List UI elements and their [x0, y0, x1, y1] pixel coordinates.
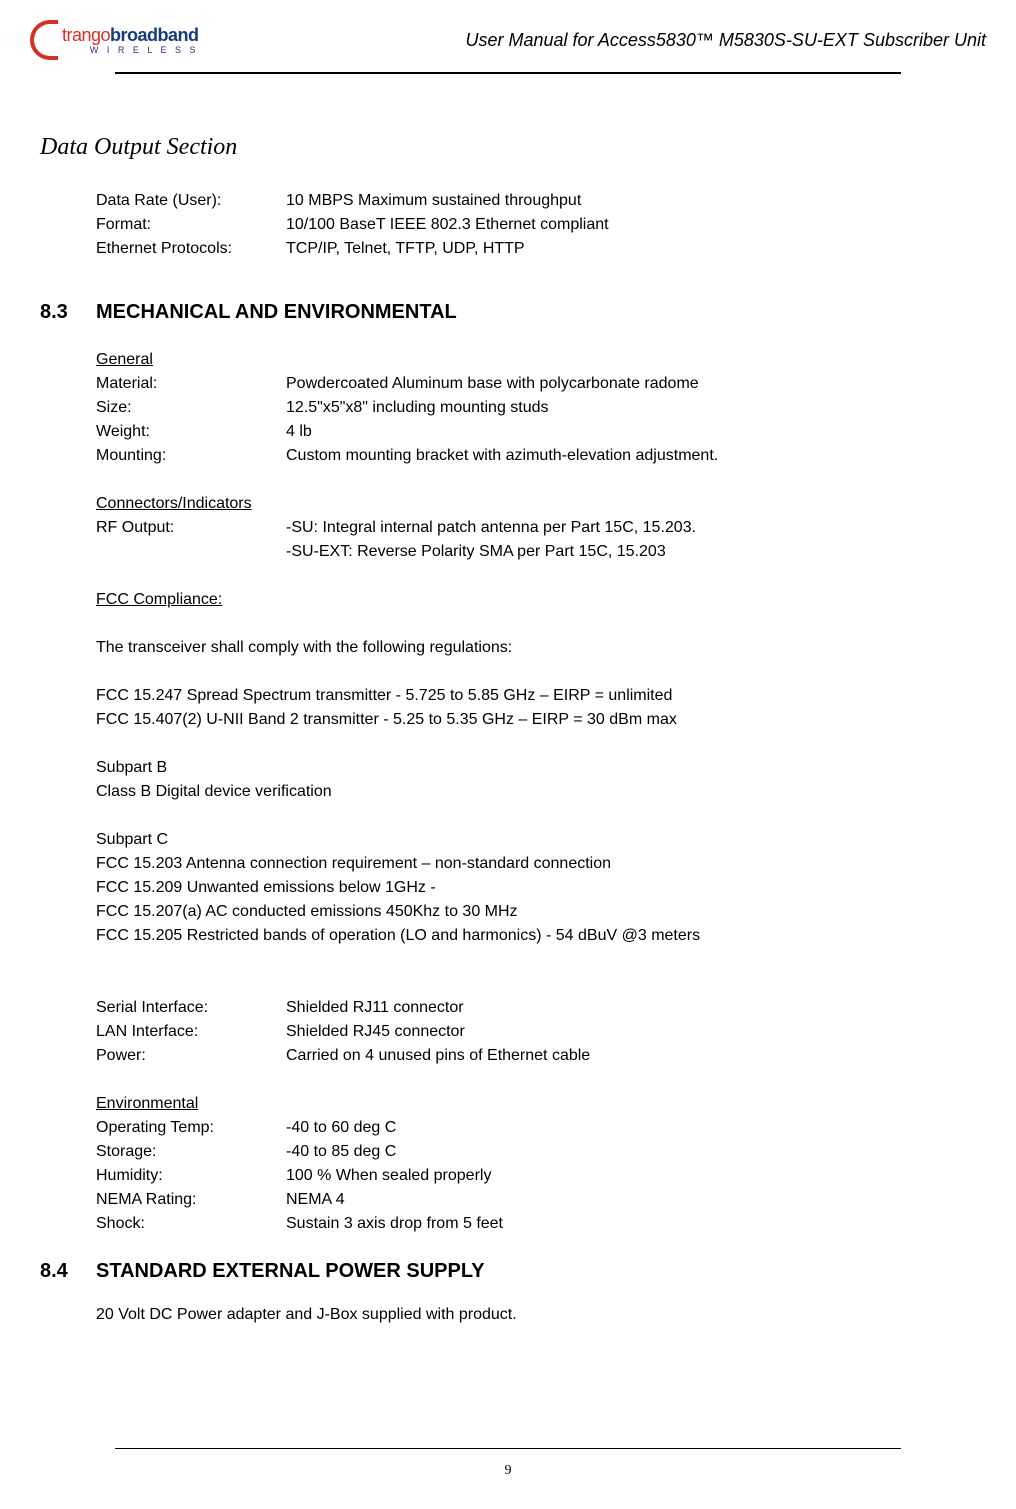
data-output-specs: Data Rate (User): 10 MBPS Maximum sustai…: [96, 189, 946, 261]
subpart-b-title: Subpart B: [96, 756, 946, 780]
connectors-title: Connectors/Indicators: [96, 492, 946, 516]
spec-value: Carried on 4 unused pins of Ethernet cab…: [286, 1044, 946, 1068]
spec-value: Custom mounting bracket with azimuth-ele…: [286, 444, 946, 468]
spec-label: Serial Interface:: [96, 996, 286, 1020]
section-8-3-body: General Material: Powdercoated Aluminum …: [96, 348, 946, 1236]
spec-value: 10/100 BaseT IEEE 802.3 Ethernet complia…: [286, 213, 946, 237]
spec-value: 12.5"x5"x8" including mounting studs: [286, 396, 946, 420]
section-8-3-heading: 8.3 MECHANICAL AND ENVIRONMENTAL: [40, 301, 946, 324]
spec-row: -SU-EXT: Reverse Polarity SMA per Part 1…: [96, 540, 946, 564]
spec-row: RF Output: -SU: Integral internal patch …: [96, 516, 946, 540]
spec-row: Weight: 4 lb: [96, 420, 946, 444]
spec-row: Data Rate (User): 10 MBPS Maximum sustai…: [96, 189, 946, 213]
spec-value: -40 to 60 deg C: [286, 1116, 946, 1140]
spec-label: Material:: [96, 372, 286, 396]
spec-row: Operating Temp: -40 to 60 deg C: [96, 1116, 946, 1140]
section-number: 8.3: [40, 301, 96, 324]
spec-row: Humidity: 100 % When sealed properly: [96, 1164, 946, 1188]
spec-value: 4 lb: [286, 420, 946, 444]
spec-label: Storage:: [96, 1140, 286, 1164]
spec-value: TCP/IP, Telnet, TFTP, UDP, HTTP: [286, 237, 946, 261]
page-content: Data Output Section Data Rate (User): 10…: [0, 74, 1016, 1327]
fcc-intro: The transceiver shall comply with the fo…: [96, 636, 946, 660]
header-title: User Manual for Access5830™ M5830S-SU-EX…: [465, 30, 986, 51]
spec-row: Size: 12.5"x5"x8" including mounting stu…: [96, 396, 946, 420]
subpart-c-line: FCC 15.209 Unwanted emissions below 1GHz…: [96, 876, 946, 900]
spec-label: Shock:: [96, 1212, 286, 1236]
spec-value: Shielded RJ11 connector: [286, 996, 946, 1020]
fcc-reg-line: FCC 15.247 Spread Spectrum transmitter -…: [96, 684, 946, 708]
spec-label: [96, 540, 286, 564]
spec-value: Powdercoated Aluminum base with polycarb…: [286, 372, 946, 396]
spec-row: NEMA Rating: NEMA 4: [96, 1188, 946, 1212]
spec-value: Sustain 3 axis drop from 5 feet: [286, 1212, 946, 1236]
spec-label: Size:: [96, 396, 286, 420]
spec-row: Power: Carried on 4 unused pins of Ether…: [96, 1044, 946, 1068]
logo-text: trangobroadband W I R E L E S S: [62, 26, 199, 55]
section-8-4-body: 20 Volt DC Power adapter and J-Box suppl…: [96, 1303, 946, 1327]
spec-value: 100 % When sealed properly: [286, 1164, 946, 1188]
page-number: 9: [0, 1463, 1016, 1479]
general-title: General: [96, 348, 946, 372]
page-header: trangobroadband W I R E L E S S User Man…: [0, 0, 1016, 60]
logo-part1: trango: [62, 26, 110, 44]
section-number: 8.4: [40, 1260, 96, 1283]
section-title: MECHANICAL AND ENVIRONMENTAL: [96, 301, 457, 324]
spec-row: Serial Interface: Shielded RJ11 connecto…: [96, 996, 946, 1020]
section-8-4-text: 20 Volt DC Power adapter and J-Box suppl…: [96, 1303, 946, 1327]
spec-label: Mounting:: [96, 444, 286, 468]
subpart-b-line: Class B Digital device verification: [96, 780, 946, 804]
spec-value: Shielded RJ45 connector: [286, 1020, 946, 1044]
spec-label: Humidity:: [96, 1164, 286, 1188]
spec-row: Ethernet Protocols: TCP/IP, Telnet, TFTP…: [96, 237, 946, 261]
spec-label: LAN Interface:: [96, 1020, 286, 1044]
section-title: STANDARD EXTERNAL POWER SUPPLY: [96, 1260, 485, 1283]
spec-label: Data Rate (User):: [96, 189, 286, 213]
fcc-reg-line: FCC 15.407(2) U-NII Band 2 transmitter -…: [96, 708, 946, 732]
spec-value: -40 to 85 deg C: [286, 1140, 946, 1164]
spec-row: Shock: Sustain 3 axis drop from 5 feet: [96, 1212, 946, 1236]
subpart-c-title: Subpart C: [96, 828, 946, 852]
spec-value: 10 MBPS Maximum sustained throughput: [286, 189, 946, 213]
logo-part2: broadband: [110, 26, 199, 44]
subpart-c-line: FCC 15.203 Antenna connection requiremen…: [96, 852, 946, 876]
logo-arc-icon: [30, 20, 58, 60]
spec-label: Power:: [96, 1044, 286, 1068]
spec-label: RF Output:: [96, 516, 286, 540]
subpart-c-line: FCC 15.207(a) AC conducted emissions 450…: [96, 900, 946, 924]
logo: trangobroadband W I R E L E S S: [30, 20, 199, 60]
footer-divider: [115, 1448, 901, 1449]
spec-value: -SU: Integral internal patch antenna per…: [286, 516, 946, 540]
fcc-title: FCC Compliance:: [96, 588, 946, 612]
section-8-4-heading: 8.4 STANDARD EXTERNAL POWER SUPPLY: [40, 1260, 946, 1283]
spec-row: Mounting: Custom mounting bracket with a…: [96, 444, 946, 468]
spec-row: Format: 10/100 BaseT IEEE 802.3 Ethernet…: [96, 213, 946, 237]
subpart-c-line: FCC 15.205 Restricted bands of operation…: [96, 924, 946, 948]
spec-label: Weight:: [96, 420, 286, 444]
spec-label: Operating Temp:: [96, 1116, 286, 1140]
spec-row: Storage: -40 to 85 deg C: [96, 1140, 946, 1164]
logo-subtext: W I R E L E S S: [62, 46, 199, 55]
spec-label: Format:: [96, 213, 286, 237]
spec-row: LAN Interface: Shielded RJ45 connector: [96, 1020, 946, 1044]
spec-value: NEMA 4: [286, 1188, 946, 1212]
spec-label: Ethernet Protocols:: [96, 237, 286, 261]
environmental-title: Environmental: [96, 1092, 946, 1116]
spec-row: Material: Powdercoated Aluminum base wit…: [96, 372, 946, 396]
data-output-title: Data Output Section: [40, 134, 946, 161]
spec-value: -SU-EXT: Reverse Polarity SMA per Part 1…: [286, 540, 946, 564]
spec-label: NEMA Rating:: [96, 1188, 286, 1212]
